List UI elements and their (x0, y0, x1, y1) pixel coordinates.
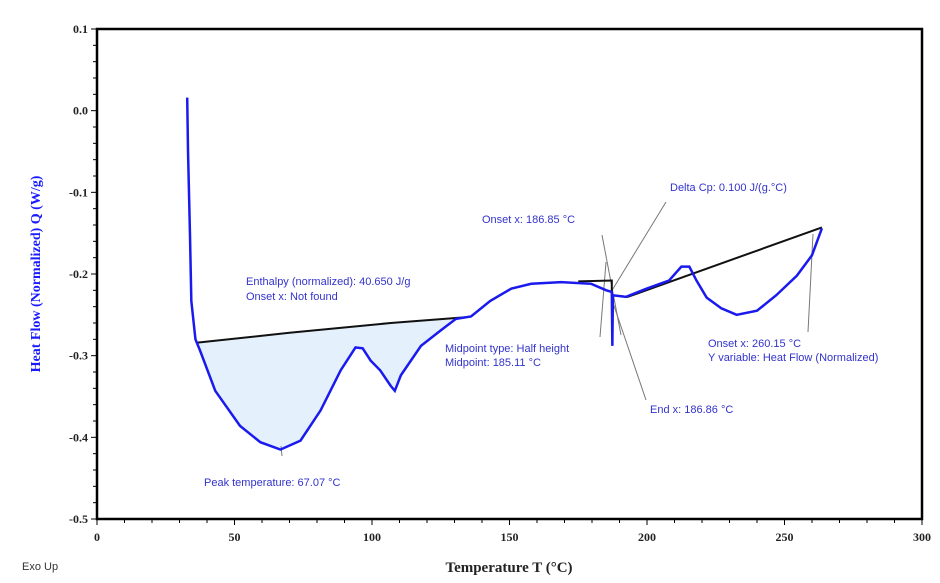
onset-260-leader (807, 233, 814, 333)
x-tick-label: 200 (638, 530, 656, 544)
onset-not-found-label: Onset x: Not found (246, 291, 338, 303)
exo-up-label: Exo Up (22, 561, 58, 573)
x-tick-label: 300 (913, 530, 931, 544)
x-axis-label: Temperature T (°C) (445, 560, 572, 576)
enthalpy-area (197, 317, 466, 450)
peak-marker (280, 445, 283, 457)
y-tick-label: -0.2 (69, 267, 88, 281)
y-tick-label: -0.3 (69, 349, 88, 363)
enthalpy-label: Enthalpy (normalized): 40.650 J/g (246, 276, 410, 288)
x-tick-label: 0 (94, 530, 100, 544)
end-x-leader (611, 299, 647, 401)
y-tick-label: 0.0 (73, 104, 88, 118)
x-tick-label: 100 (363, 530, 381, 544)
midpoint-label: Midpoint: 185.11 °C (445, 357, 541, 369)
y-tick-label: -0.1 (69, 185, 88, 199)
heat-flow-curve (185, 97, 824, 451)
peak-temperature-label: Peak temperature: 67.07 °C (204, 477, 341, 489)
y-tick-label: 0.1 (73, 22, 88, 36)
y-variable-label: Y variable: Heat Flow (Normalized) (708, 352, 878, 364)
x-tick-label: 250 (776, 530, 794, 544)
onset-186-label: Onset x: 186.85 °C (482, 214, 575, 226)
y-axis-label: Heat Flow (Normalized) Q (W/g) (29, 175, 44, 372)
delta-cp-label: Delta Cp: 0.100 J/(g.°C) (670, 182, 787, 194)
x-tick-label: 150 (501, 530, 519, 544)
midpoint-type-label: Midpoint type: Half height (445, 343, 569, 355)
y-tick-label: -0.4 (69, 430, 88, 444)
onset-tangent-line-2 (599, 261, 607, 338)
baseline-line (197, 316, 466, 344)
end-x-label: End x: 186.86 °C (650, 404, 733, 416)
delta-cp-leader (610, 201, 667, 293)
y-tick-label: -0.5 (69, 512, 88, 526)
x-tick-label: 50 (229, 530, 241, 544)
onset-260-label: Onset x: 260.15 °C (708, 338, 801, 350)
